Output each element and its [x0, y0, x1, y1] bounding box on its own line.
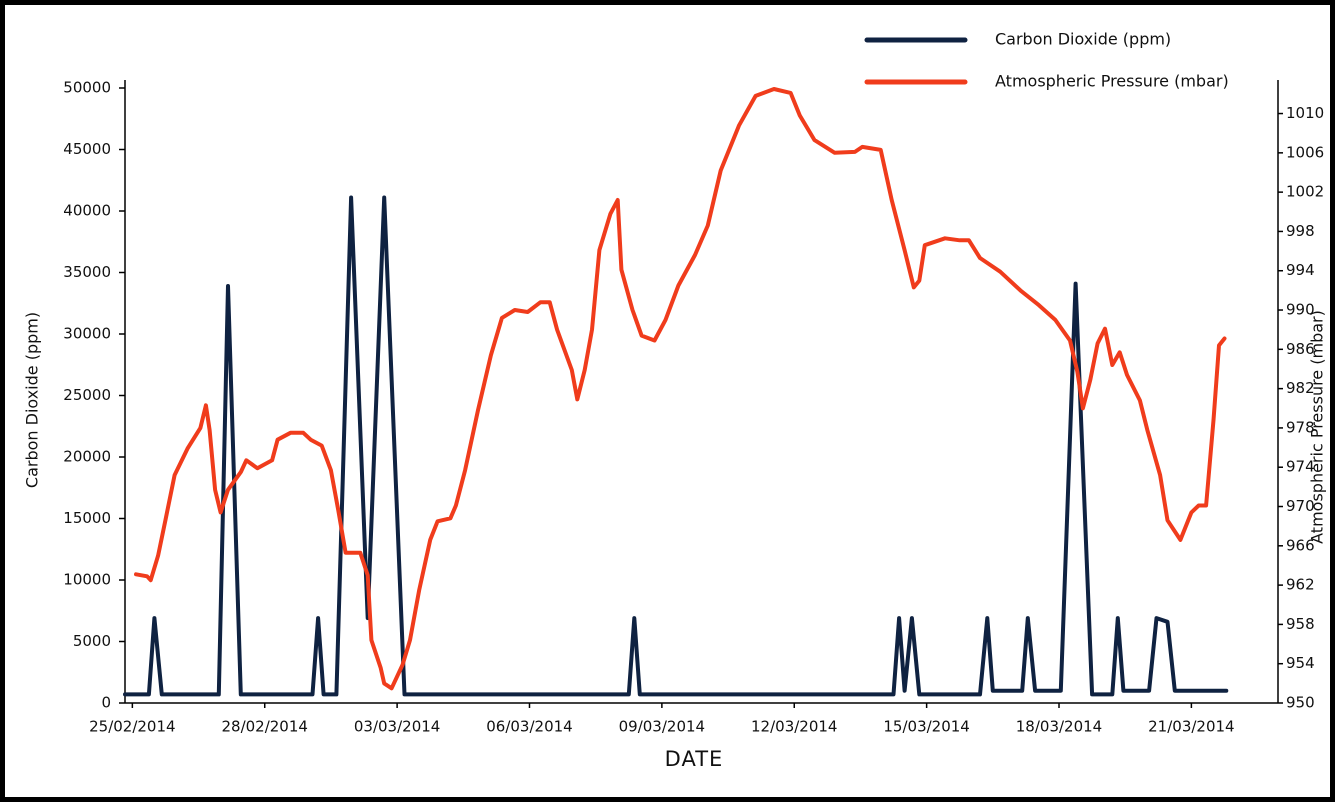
y2-tick-label: 1002 — [1286, 183, 1324, 201]
y2-tick-label: 962 — [1286, 576, 1315, 594]
y2-tick-label: 958 — [1286, 615, 1315, 633]
y-tick-label: 45000 — [63, 140, 111, 158]
y2-tick-label: 990 — [1286, 301, 1315, 319]
y2-tick-label: 978 — [1286, 418, 1315, 436]
legend-label: Atmospheric Pressure (mbar) — [995, 72, 1229, 91]
y-tick-label: 15000 — [63, 509, 111, 527]
x-tick-label: 12/03/2014 — [751, 718, 837, 736]
legend-label: Carbon Dioxide (ppm) — [995, 30, 1171, 49]
y2-tick-label: 998 — [1286, 222, 1315, 240]
y2-tick-label: 970 — [1286, 497, 1315, 515]
y-tick-label: 0 — [101, 694, 111, 712]
y2-tick-label: 994 — [1286, 261, 1315, 279]
series-line — [123, 195, 1229, 697]
y-tick-label: 30000 — [63, 325, 111, 343]
y-tick-label: 5000 — [73, 632, 111, 650]
y-tick-label: 20000 — [63, 448, 111, 466]
y2-tick-label: 954 — [1286, 654, 1315, 672]
y-tick-label: 25000 — [63, 386, 111, 404]
x-axis-title: DATE — [665, 747, 724, 771]
y2-tick-label: 966 — [1286, 536, 1315, 554]
y-tick-label: 35000 — [63, 263, 111, 281]
x-tick-label: 09/03/2014 — [619, 718, 705, 736]
y2-tick-label: 950 — [1286, 694, 1315, 712]
y-tick-label: 10000 — [63, 571, 111, 589]
series-line — [134, 87, 1227, 691]
x-tick-label: 06/03/2014 — [486, 718, 572, 736]
y-tick-label: 50000 — [63, 79, 111, 97]
x-tick-label: 28/02/2014 — [221, 718, 307, 736]
x-tick-label: 25/02/2014 — [89, 718, 175, 736]
x-tick-label: 03/03/2014 — [354, 718, 440, 736]
y-axis-title: Carbon Dioxide (ppm) — [23, 312, 42, 488]
y2-tick-label: 1006 — [1286, 143, 1324, 161]
y2-tick-label: 974 — [1286, 458, 1315, 476]
y-tick-label: 40000 — [63, 202, 111, 220]
y2-tick-label: 1010 — [1286, 104, 1324, 122]
x-tick-label: 15/03/2014 — [883, 718, 969, 736]
x-tick-label: 21/03/2014 — [1148, 718, 1234, 736]
x-tick-label: 18/03/2014 — [1016, 718, 1102, 736]
y2-tick-label: 982 — [1286, 379, 1315, 397]
y2-axis-title: Atmospheric Pressure (mbar) — [1308, 310, 1327, 544]
y2-tick-label: 986 — [1286, 340, 1315, 358]
